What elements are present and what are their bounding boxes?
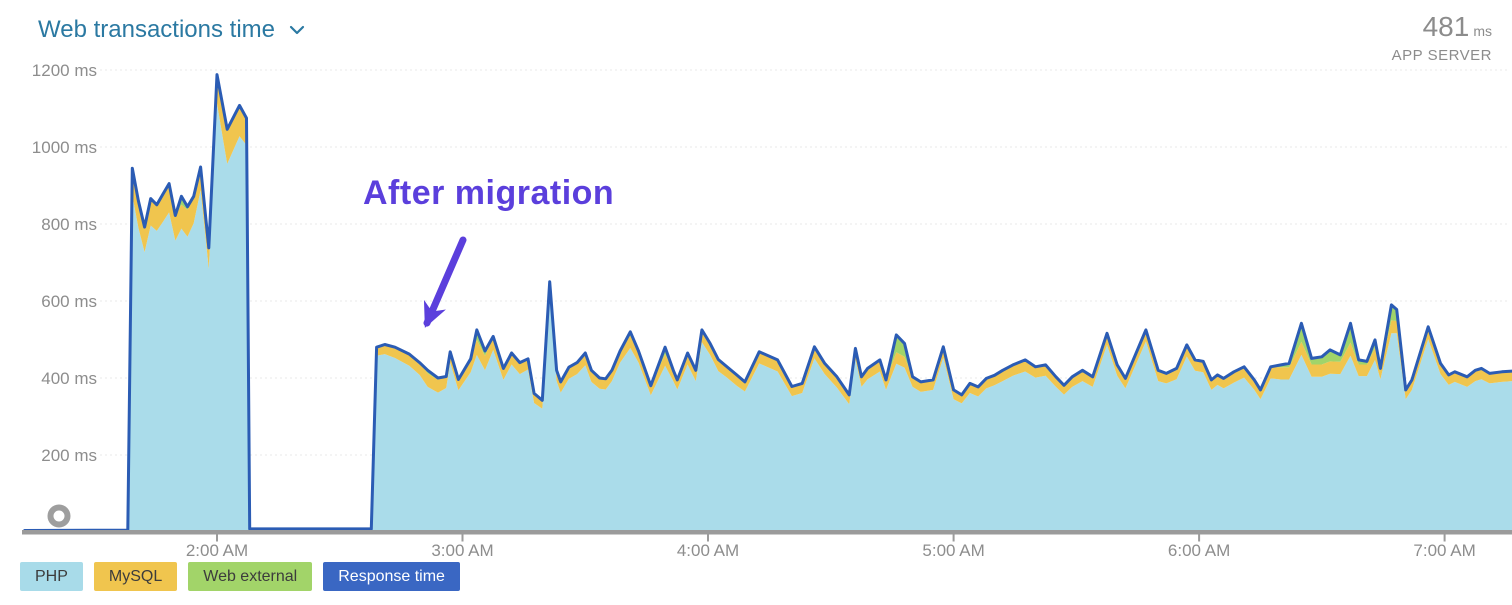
app-server-label: APP SERVER (1391, 47, 1492, 64)
annotation-arrow (423, 236, 467, 328)
x-axis-tick (707, 534, 709, 542)
x-axis-label: 3:00 AM (431, 541, 493, 560)
x-axis-tick (1198, 534, 1201, 542)
chevron-down-icon[interactable] (289, 25, 305, 35)
x-axis-tick (461, 534, 464, 542)
legend-label: PHP (35, 567, 68, 585)
x-axis-group (22, 530, 1512, 542)
x-axis-label: 4:00 AM (677, 541, 739, 560)
y-axis-label: 800 ms (41, 215, 97, 234)
ring-icon[interactable] (47, 504, 71, 528)
legend-item-php[interactable]: PHP (20, 562, 83, 591)
x-axis-label: 6:00 AM (1168, 541, 1230, 560)
x-axis-label: 2:00 AM (186, 541, 248, 560)
legend-label: Response time (338, 567, 445, 585)
chart-title-dropdown[interactable]: Web transactions time (38, 16, 305, 44)
legend-label: Web external (203, 567, 298, 585)
value-number: 481 (1422, 11, 1470, 42)
x-axis-tick (216, 534, 218, 542)
y-axis-label: 400 ms (41, 369, 97, 388)
legend-item-web-external[interactable]: Web external (188, 562, 313, 591)
page-title: Web transactions time (38, 16, 275, 43)
x-axis-tick (1443, 534, 1446, 542)
legend-label: MySQL (108, 567, 163, 585)
x-axis-baseline (22, 530, 1512, 535)
legend-item-mysql[interactable]: MySQL (93, 562, 178, 591)
php-area (24, 103, 1512, 532)
current-value-readout: 481 ms APP SERVER (1391, 12, 1492, 65)
response-time-line (23, 73, 1512, 532)
x-axis-tick (952, 534, 955, 542)
series-areas-group (23, 73, 1512, 532)
y-axis-label: 200 ms (41, 446, 97, 465)
value-unit: ms (1473, 23, 1492, 39)
response-time-value: 481 ms (1392, 12, 1492, 46)
chart-legend: PHP MySQL Web external Response time (20, 562, 460, 591)
y-axis-label: 1200 ms (32, 61, 97, 80)
axis-labels-group: 200 ms 400 ms 600 ms 800 ms 1000 ms 1200 ms 2:… (32, 61, 1476, 560)
legend-item-response-time[interactable]: Response time (323, 562, 460, 591)
x-axis-label: 5:00 AM (922, 541, 984, 560)
x-axis-label: 7:00 AM (1413, 541, 1475, 560)
y-axis-label: 600 ms (41, 292, 97, 311)
y-axis-label: 1000 ms (32, 138, 97, 157)
annotation-after-migration: After migration (363, 174, 615, 212)
